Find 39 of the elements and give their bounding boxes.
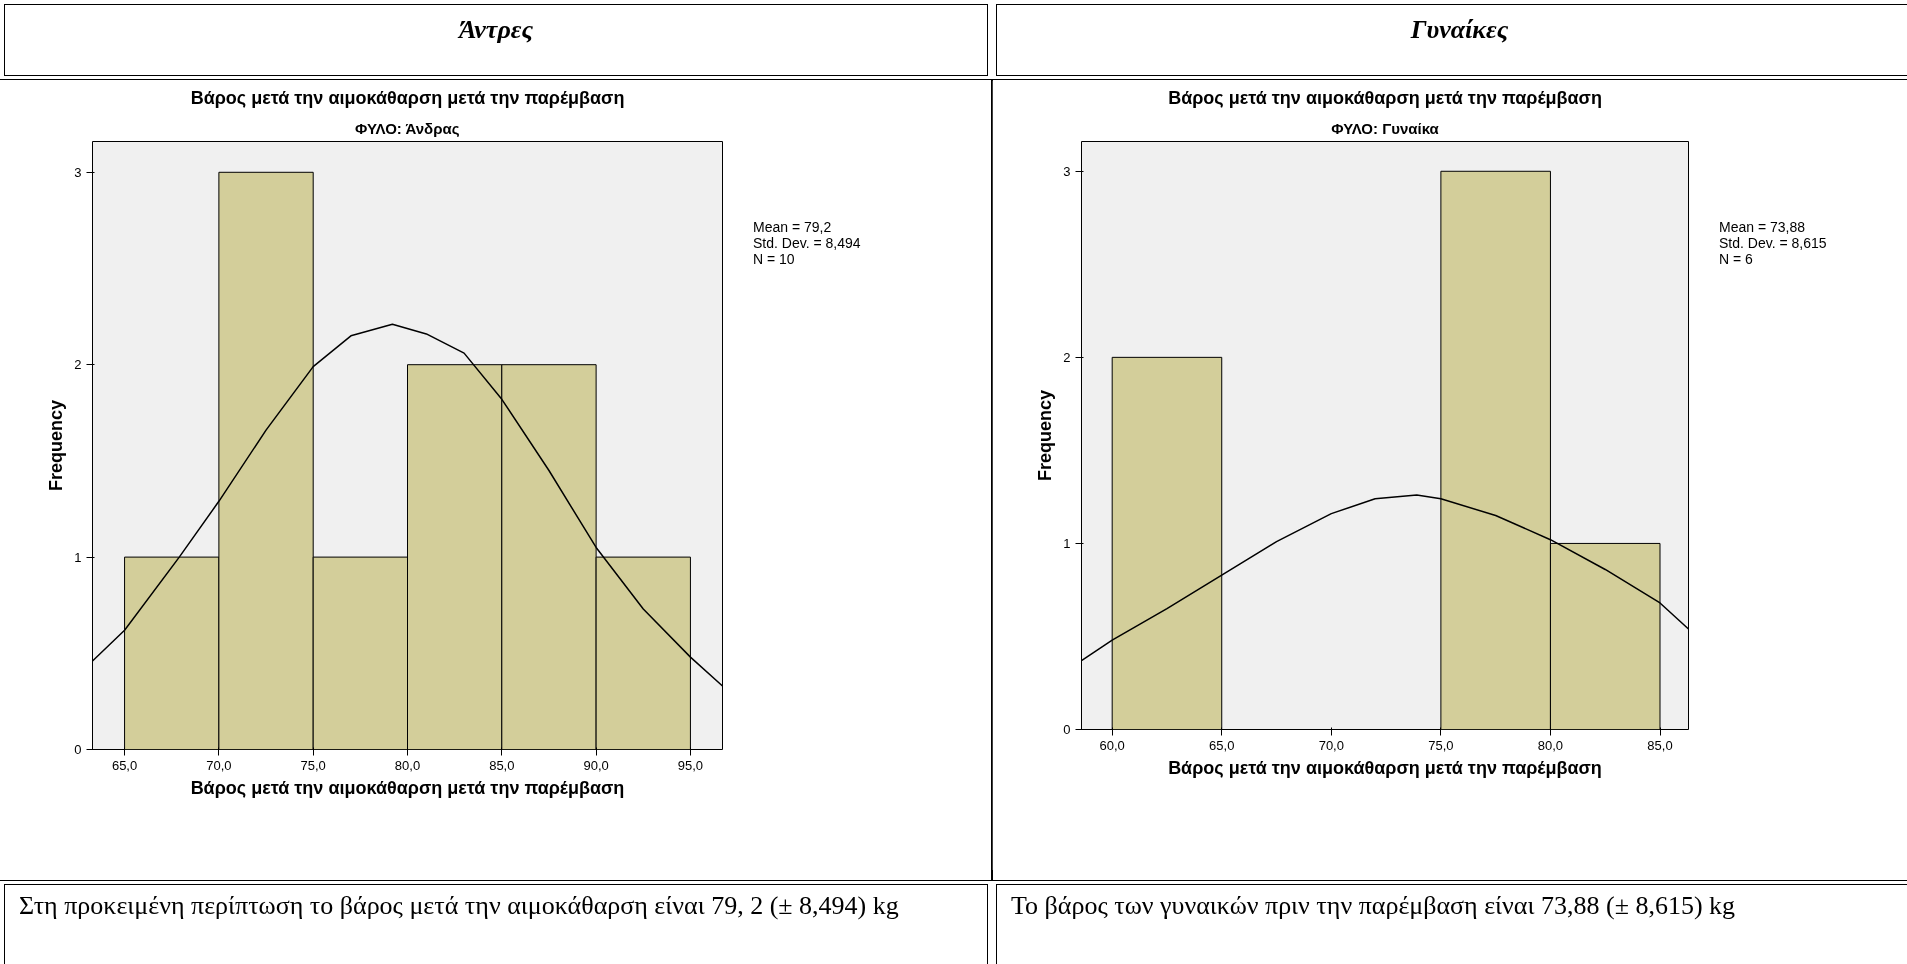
text: Το βάρος των γυναικών πριν την παρέμβαση είναι 73,88 (± 8,615) kg	[1011, 890, 1736, 922]
y-tick-label: 3	[1063, 163, 1071, 179]
y-axis-title: Frequency	[46, 399, 67, 492]
x-tick-label: 85,0	[489, 757, 515, 773]
x-tick-label: 95,0	[677, 757, 704, 773]
x-tick-label: 70,0	[206, 757, 232, 773]
text: Std. Dev. = 8,494	[753, 235, 861, 251]
x-tick-label: 90,0	[583, 757, 609, 773]
x-tick-label: 80,0	[1537, 737, 1564, 753]
chart-subtitle: ΦΥΛΟ: Άνδρας	[355, 119, 460, 137]
text: Γυναίκες	[1410, 15, 1509, 44]
text: N = 6	[1719, 251, 1753, 267]
x-tick-label: 75,0	[1428, 737, 1454, 753]
text: Mean = 73,88	[1719, 219, 1806, 235]
y-tick-label: 0	[74, 742, 82, 757]
chart-title: Βάρος μετά την αιμοκάθαρση μετά την παρέμβαση	[190, 87, 625, 108]
y-axis-title: Frequency	[1035, 389, 1056, 482]
y-tick-label: 2	[1063, 349, 1071, 365]
text: Άντρες	[458, 15, 534, 44]
text: Στη προκειμένη περίπτωση το βάρος μετά την αιμοκάθαρση είναι 79, 2 (± 8,494) kg	[19, 890, 899, 922]
x-tick-label: 60,0	[1099, 737, 1125, 753]
text: Std. Dev. = 8,615	[1719, 235, 1827, 251]
x-tick-label: 80,0	[394, 757, 421, 773]
x-tick-label: 65,0	[1209, 737, 1235, 753]
y-tick-label: 0	[1063, 722, 1071, 737]
x-tick-label: 65,0	[111, 757, 138, 773]
y-tick-label: 1	[74, 549, 82, 565]
x-tick-label: 75,0	[300, 757, 326, 773]
text: Mean = 79,2	[753, 219, 832, 235]
text: N = 10	[753, 251, 795, 267]
x-axis-title: Βάρος μετά την αιμοκάθαρση μετά την παρέμβαση	[1168, 757, 1602, 778]
chart-subtitle: ΦΥΛΟ: Γυναίκα	[1331, 119, 1440, 137]
y-tick-label: 3	[74, 164, 82, 180]
x-axis-title: Βάρος μετά την αιμοκάθαρση μετά την παρέμβαση	[190, 777, 625, 798]
x-tick-label: 85,0	[1647, 737, 1673, 753]
y-tick-label: 2	[74, 357, 82, 373]
chart-title: Βάρος μετά την αιμοκάθαρση μετά την παρέμβαση	[1168, 87, 1602, 108]
y-tick-label: 1	[1063, 535, 1071, 551]
x-tick-label: 70,0	[1318, 737, 1344, 753]
